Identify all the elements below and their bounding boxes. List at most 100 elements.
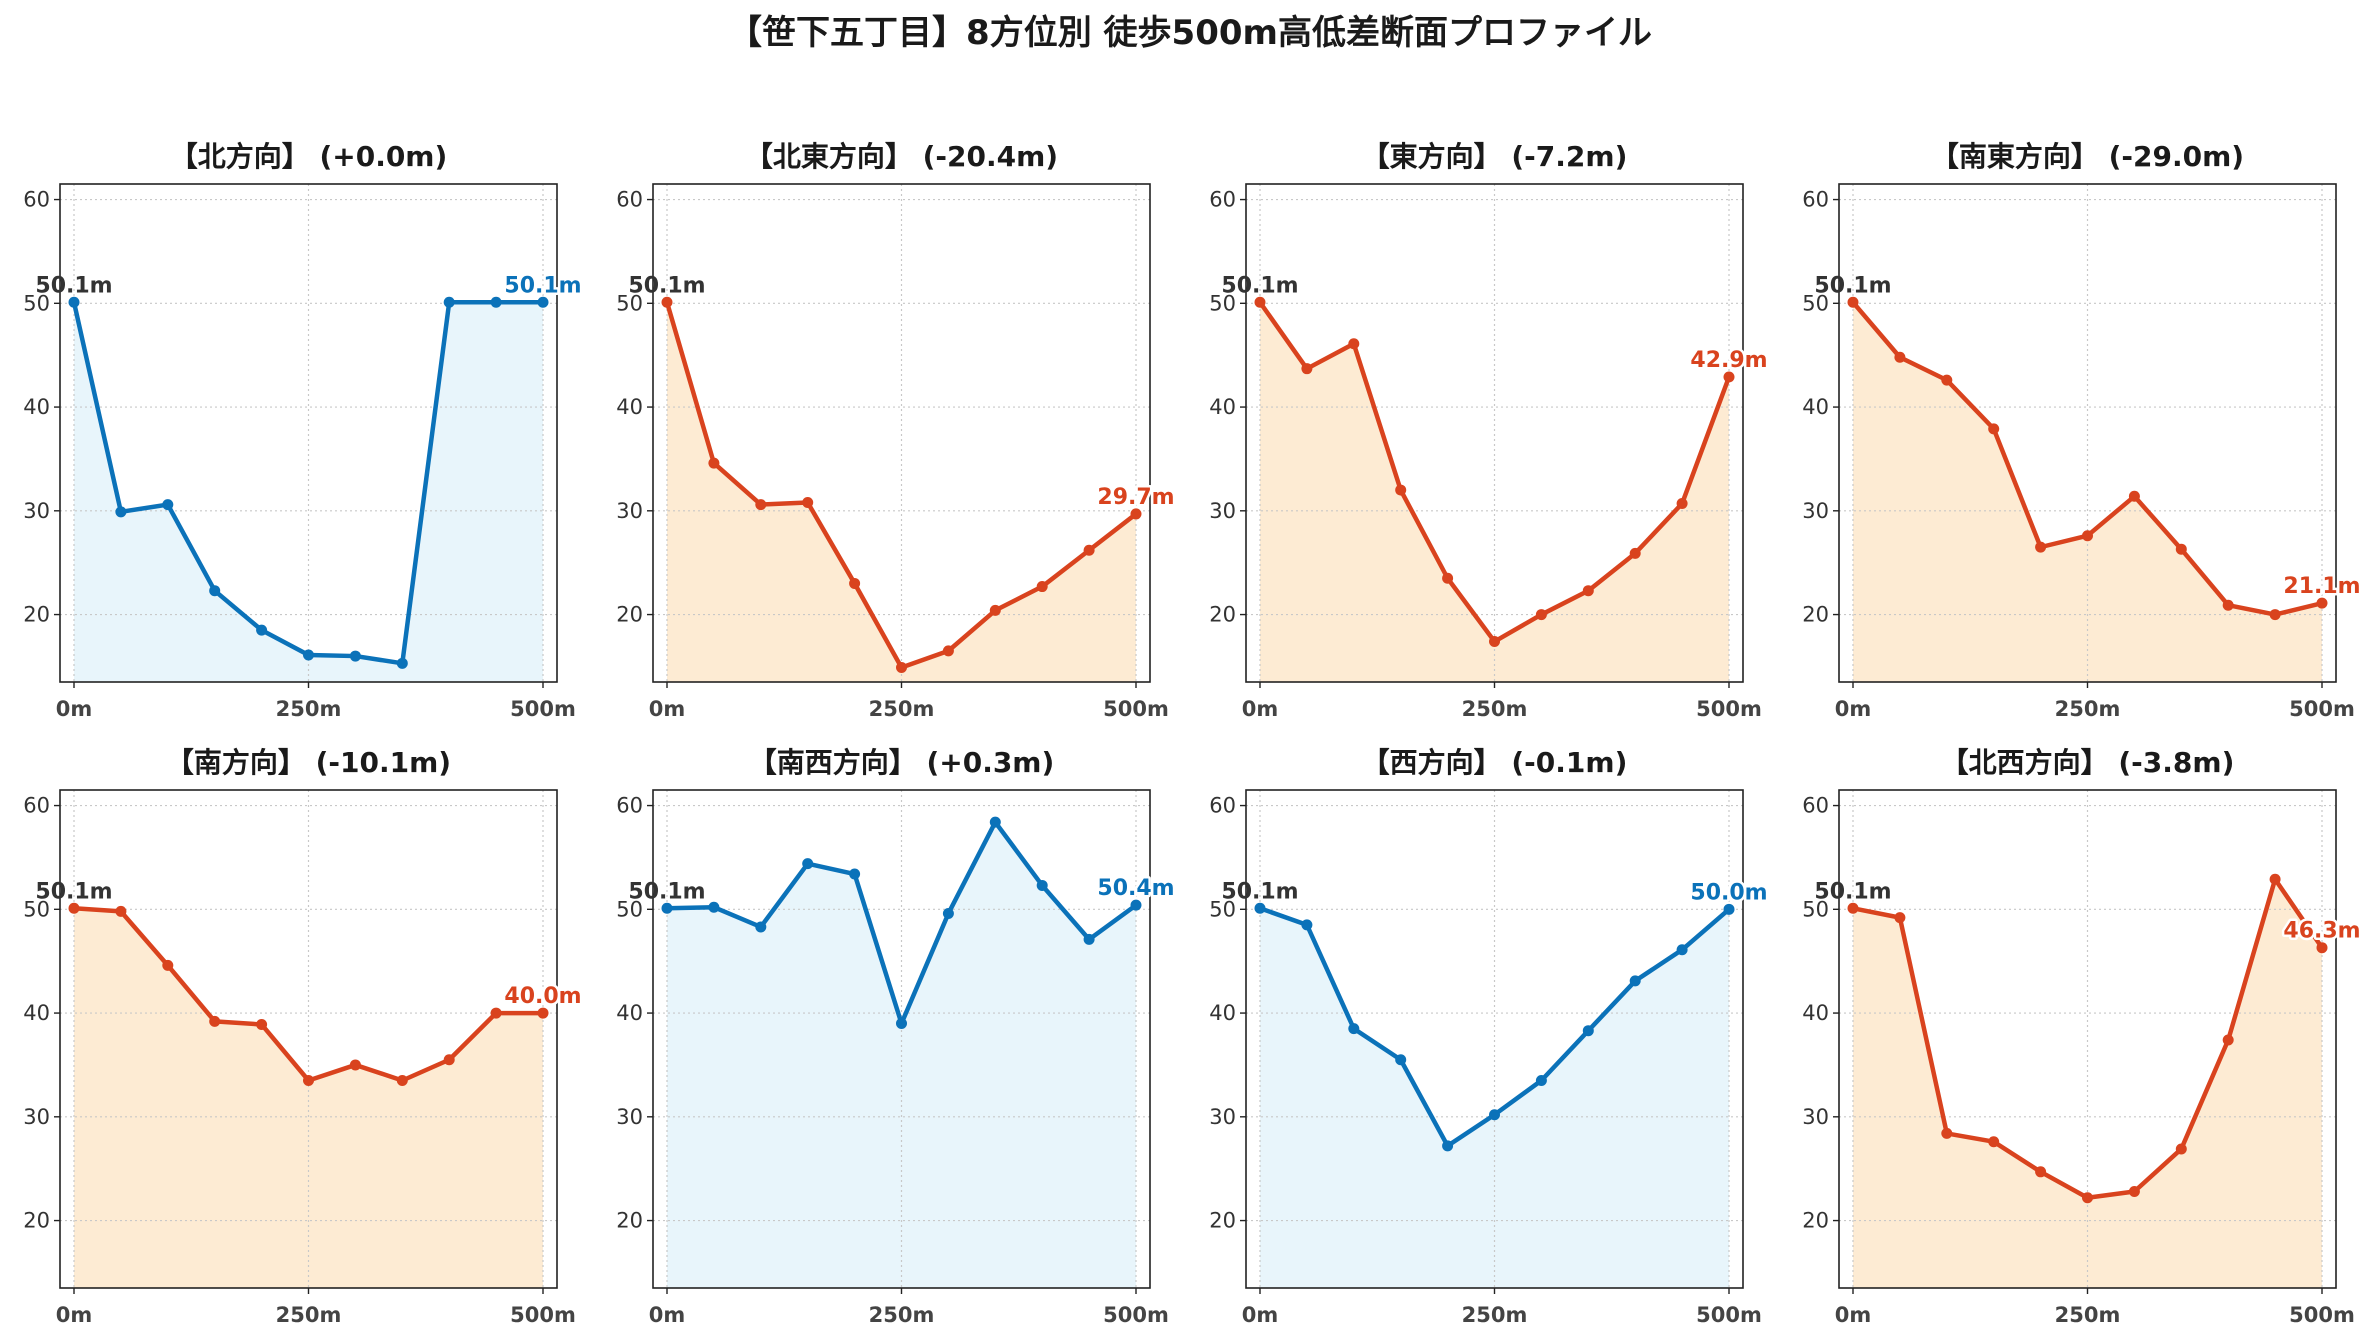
data-point — [1894, 351, 1906, 363]
data-point — [2175, 543, 2187, 555]
data-point — [2316, 597, 2328, 609]
data-point — [802, 497, 814, 509]
ytick-label: 40 — [616, 1001, 643, 1025]
ytick-label: 50 — [1209, 291, 1236, 315]
data-point — [896, 661, 907, 673]
data-point — [443, 296, 455, 308]
end-elevation-label-halo: 46.3m — [2283, 919, 2360, 944]
end-elevation-label: 40.0m — [504, 984, 581, 1009]
data-point — [1723, 371, 1735, 383]
start-elevation-label: 50.1m — [1221, 273, 1298, 298]
data-point — [1941, 374, 1953, 386]
data-point — [162, 499, 174, 511]
data-point — [256, 624, 268, 636]
xtick-label: 250m — [869, 1303, 935, 1327]
ytick-label: 30 — [1209, 499, 1236, 523]
data-point — [162, 959, 174, 971]
xtick-label: 0m — [56, 697, 93, 721]
end-elevation-label: 29.7m — [1097, 485, 1174, 510]
ytick-label: 30 — [616, 499, 643, 523]
ytick-label: 30 — [23, 1105, 50, 1129]
ytick-label: 20 — [1802, 1209, 1829, 1233]
area-fill — [1853, 879, 2322, 1288]
data-point — [1629, 975, 1641, 987]
data-point — [849, 577, 861, 589]
data-point — [68, 902, 80, 914]
data-point — [1348, 338, 1360, 350]
data-point — [2128, 490, 2140, 502]
data-point — [1395, 484, 1407, 496]
ytick-label: 50 — [23, 897, 50, 921]
subplot-title: 【南東方向】 (-29.0m) — [1931, 140, 2244, 173]
ytick-label: 20 — [616, 1209, 643, 1233]
data-point — [942, 645, 954, 657]
data-point — [1301, 363, 1313, 375]
end-elevation-label: 46.3m — [2283, 919, 2360, 944]
data-point — [708, 901, 720, 913]
start-elevation-label: 50.1m — [1814, 273, 1891, 298]
subplot-1: 【北方向】 (+0.0m) 20 30 40 50 60 0m 250m 500m 50.1m 50… — [23, 140, 584, 721]
ytick-label: 40 — [1209, 395, 1236, 419]
data-point — [303, 1075, 314, 1086]
xtick-label: 500m — [2289, 697, 2355, 721]
data-point — [396, 1075, 408, 1086]
ytick-label: 20 — [1209, 1209, 1236, 1233]
data-point — [849, 868, 861, 880]
start-elevation-label: 50.1m — [628, 879, 705, 904]
xtick-label: 250m — [276, 697, 342, 721]
data-point — [490, 296, 502, 308]
ytick-label: 40 — [1802, 395, 1829, 419]
end-elevation-label: 50.4m — [1097, 876, 1174, 901]
end-elevation-label: 42.9m — [1690, 348, 1767, 373]
data-point — [256, 1018, 268, 1030]
data-point — [989, 604, 1001, 616]
data-point — [2035, 541, 2047, 553]
data-point — [303, 649, 314, 661]
data-point — [2175, 1143, 2187, 1155]
data-point — [1083, 933, 1095, 945]
data-point — [1489, 1109, 1500, 1121]
data-point — [1254, 902, 1266, 914]
data-point — [443, 1054, 455, 1066]
ytick-label: 50 — [1209, 897, 1236, 921]
data-point — [1847, 296, 1859, 308]
data-point — [661, 296, 673, 308]
end-elevation-label-halo: 50.0m — [1690, 880, 1767, 905]
ytick-label: 60 — [23, 794, 50, 818]
xtick-label: 500m — [510, 1303, 576, 1327]
xtick-label: 500m — [1696, 697, 1762, 721]
end-elevation-label-halo: 40.0m — [504, 984, 581, 1009]
area-fill — [74, 908, 543, 1288]
ytick-label: 30 — [616, 1105, 643, 1129]
area-fill — [1260, 302, 1729, 682]
ytick-label: 20 — [23, 603, 50, 627]
area-fill — [667, 302, 1136, 682]
data-point — [755, 921, 767, 933]
area-fill — [1853, 302, 2322, 682]
data-point — [490, 1007, 502, 1019]
data-point — [896, 1017, 907, 1029]
xtick-label: 0m — [1242, 697, 1279, 721]
data-point — [1254, 296, 1266, 308]
data-point — [2316, 942, 2328, 954]
xtick-label: 250m — [1462, 1303, 1528, 1327]
ytick-label: 50 — [616, 897, 643, 921]
data-point — [1442, 572, 1454, 584]
data-point — [115, 905, 127, 917]
ytick-label: 60 — [616, 188, 643, 212]
data-point — [1582, 1025, 1594, 1037]
ytick-label: 50 — [23, 291, 50, 315]
subplot-7: 【西方向】 (-0.1m) 20 30 40 50 60 0m 250m 500m 50.1m 50… — [1209, 746, 1770, 1327]
data-point — [1894, 912, 1906, 924]
data-point — [2082, 1192, 2093, 1204]
end-elevation-label: 50.1m — [504, 273, 581, 298]
data-point — [661, 902, 673, 914]
area-fill — [74, 302, 543, 682]
data-point — [349, 650, 361, 662]
subplot-title: 【南方向】 (-10.1m) — [166, 746, 451, 779]
data-point — [1676, 944, 1688, 956]
start-elevation-label: 50.1m — [35, 273, 112, 298]
xtick-label: 250m — [276, 1303, 342, 1327]
ytick-label: 60 — [1802, 794, 1829, 818]
